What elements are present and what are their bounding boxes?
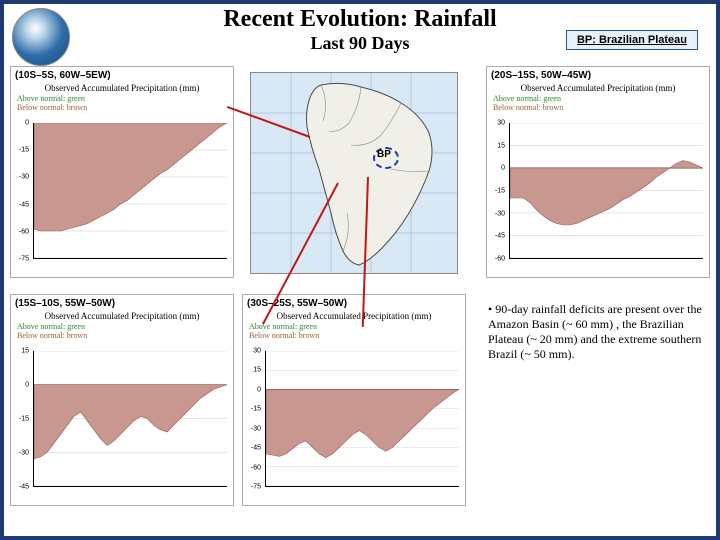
page-title: Recent Evolution: Rainfall xyxy=(4,6,716,33)
chart-top-left: (10S–5S, 60W–5EW)Observed Accumulated Pr… xyxy=(10,66,234,278)
chart-plot-area xyxy=(33,123,227,259)
chart-plot-area xyxy=(509,123,703,259)
bp-legend-box: BP: Brazilian Plateau xyxy=(566,30,698,50)
chart-caption: Observed Accumulated Precipitation (mm) xyxy=(243,311,465,321)
chart-caption: Observed Accumulated Precipitation (mm) xyxy=(487,83,709,93)
chart-bottom-middle: (30S–25S, 55W–50W)Observed Accumulated P… xyxy=(242,294,466,506)
y-axis-ticks: 150-15-30-45 xyxy=(13,351,31,487)
chart-region-label: (20S–15S, 50W–45W) xyxy=(487,67,709,82)
south-america-map: BP xyxy=(250,72,458,274)
chart-plot-area xyxy=(265,351,459,487)
chart-bottom-left: (15S–10S, 55W–50W)Observed Accumulated P… xyxy=(10,294,234,506)
chart-mini-legend: Above normal: greenBelow normal: brown xyxy=(11,323,233,341)
chart-region-label: (10S–5S, 60W–5EW) xyxy=(11,67,233,82)
chart-plot-area xyxy=(33,351,227,487)
y-axis-ticks: 0-15-30-45-60-75 xyxy=(13,123,31,259)
bp-label: BP xyxy=(377,149,391,160)
chart-caption: Observed Accumulated Precipitation (mm) xyxy=(11,83,233,93)
chart-mini-legend: Above normal: greenBelow normal: brown xyxy=(11,95,233,113)
chart-mini-legend: Above normal: greenBelow normal: brown xyxy=(487,95,709,113)
content-area: (10S–5S, 60W–5EW)Observed Accumulated Pr… xyxy=(10,66,710,530)
y-axis-ticks: 30150-15-30-45-60 xyxy=(489,123,507,259)
chart-region-label: (15S–10S, 55W–50W) xyxy=(11,295,233,310)
chart-mini-legend: Above normal: greenBelow normal: brown xyxy=(243,323,465,341)
chart-caption: Observed Accumulated Precipitation (mm) xyxy=(11,311,233,321)
slide: Recent Evolution: Rainfall Last 90 Days … xyxy=(4,4,716,536)
bullet-text: • 90-day rainfall deficits are present o… xyxy=(488,302,706,362)
chart-top-right: (20S–15S, 50W–45W)Observed Accumulated P… xyxy=(486,66,710,278)
y-axis-ticks: 30150-15-30-45-60-75 xyxy=(245,351,263,487)
